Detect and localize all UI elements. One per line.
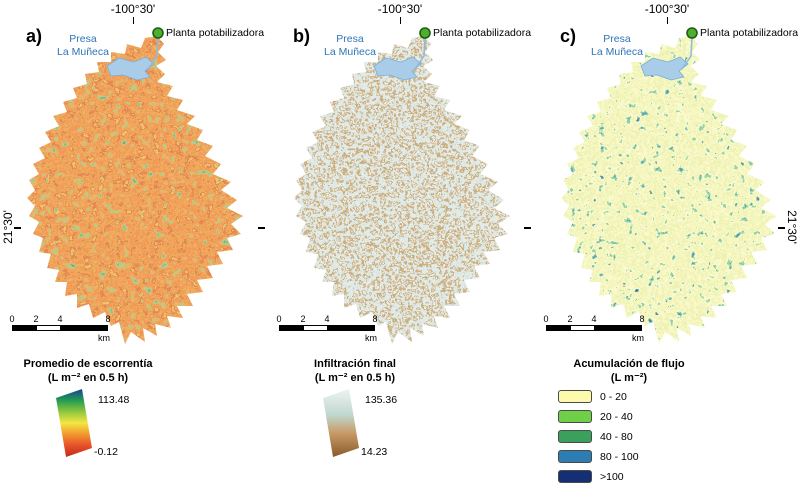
- reservoir-lake-icon: [106, 56, 155, 81]
- panel-letter: c): [560, 26, 577, 46]
- ramp-swatch: [323, 389, 359, 457]
- legend-title: Acumulación de flujo: [573, 358, 685, 370]
- scalebar-unit: km: [632, 333, 644, 343]
- water-plant-marker-icon: [152, 27, 164, 39]
- legend-gradient-ramp: 135.36 14.23: [323, 389, 397, 458]
- legend-subtitle: (L m⁻² en 0.5 h): [47, 372, 129, 384]
- legend-subtitle: (L m⁻² en 0.5 h): [314, 372, 396, 384]
- scalebar-tick-label: 2: [300, 314, 306, 324]
- latitude-tick: [14, 227, 21, 229]
- legend-max-value: 113.48: [98, 394, 129, 406]
- reservoir-label: Presa La Muñeca: [317, 33, 383, 58]
- water-plant-label: Planta potabilizadora: [700, 27, 799, 39]
- longitude-label: -100°30': [377, 2, 423, 16]
- panel-b: -100°30' b) Presa La Muñeca Planta potab…: [267, 0, 533, 489]
- scalebar-segment: [327, 326, 374, 330]
- legend-class-swatch: [558, 430, 592, 443]
- legend-title: Promedio de escorrentía: [23, 358, 153, 370]
- legend-class-swatch: [558, 470, 592, 483]
- stream-line: [414, 37, 426, 70]
- legend-title: Infiltración final: [314, 358, 396, 370]
- scalebar-tick-label: 0: [276, 314, 282, 324]
- latitude-tick: [524, 227, 531, 229]
- longitude-label: -100°30': [644, 2, 690, 16]
- legend-min-value: -0.12: [94, 446, 118, 458]
- reservoir-label-line1: Presa: [69, 33, 97, 45]
- legend-class-item: 40 - 80: [558, 430, 718, 445]
- legend-class-swatch: [558, 450, 592, 463]
- water-plant-marker-icon: [419, 27, 431, 39]
- legend-class-label: >100: [600, 471, 624, 483]
- stream-line: [681, 37, 693, 70]
- legend-class-label: 80 - 100: [600, 451, 639, 463]
- legend-class-item: 20 - 40: [558, 410, 718, 425]
- latitude-label-right: 21°30': [785, 210, 799, 244]
- scalebar-unit: km: [365, 333, 377, 343]
- scalebar-segment: [594, 326, 641, 330]
- scalebar-tick-label: 2: [33, 314, 39, 324]
- panel-letter: a): [26, 26, 43, 46]
- maps-canvas: [27, 27, 777, 344]
- ramp-swatch: [56, 389, 92, 457]
- latitude-tick: [778, 227, 785, 229]
- scalebar-bar: [546, 325, 642, 331]
- legend-class-label: 0 - 20: [600, 391, 627, 403]
- latitude-label-left: 21°30': [1, 210, 15, 244]
- scalebar-tick-label: 8: [372, 314, 378, 324]
- scalebar-bar: [279, 325, 375, 331]
- legend-class-label: 20 - 40: [600, 411, 633, 423]
- scalebar-segment: [547, 326, 571, 330]
- reservoir-label-line1: Presa: [336, 33, 364, 45]
- scalebar: 0 2 4 8 km: [9, 314, 140, 346]
- longitude-label: -100°30': [110, 2, 156, 16]
- panel-a: -100°30' a) Presa La Muñeca Planta potab…: [0, 0, 266, 489]
- scalebar-segment: [303, 326, 327, 330]
- legend-max-value: 135.36: [365, 394, 397, 406]
- longitude-tick: [667, 17, 668, 24]
- water-plant-marker-icon: [686, 27, 698, 39]
- scalebar-unit: km: [98, 333, 110, 343]
- longitude-tick: [133, 17, 134, 24]
- scalebar-tick-label: 4: [591, 314, 597, 324]
- scalebar: 0 2 4 8 km: [543, 314, 674, 346]
- legend-class-swatch: [558, 410, 592, 423]
- legend-class-label: 40 - 80: [600, 431, 633, 443]
- scalebar-segment: [36, 326, 60, 330]
- legend-class-item: 80 - 100: [558, 450, 718, 465]
- reservoir-label-line2: La Muñeca: [57, 45, 109, 58]
- stream-line: [147, 37, 159, 70]
- latitude-tick: [258, 227, 265, 229]
- reservoir-label-line1: Presa: [603, 33, 631, 45]
- reservoir-label-line2: La Muñeca: [591, 45, 643, 58]
- scalebar-tick-label: 0: [9, 314, 15, 324]
- scalebar-tick-label: 4: [57, 314, 63, 324]
- scalebar-tick-label: 8: [639, 314, 645, 324]
- scalebar-tick-label: 0: [543, 314, 549, 324]
- scalebar-tick-label: 2: [567, 314, 573, 324]
- legend-gradient-ramp: 113.48 -0.12: [56, 389, 129, 458]
- legend-class-item: 0 - 20: [558, 390, 718, 405]
- legend-class-swatch: [558, 390, 592, 403]
- scalebar-segment: [280, 326, 304, 330]
- scalebar: 0 2 4 8 km: [276, 314, 407, 346]
- scalebar-tick-label: 4: [324, 314, 330, 324]
- reservoir-lake-icon: [373, 56, 422, 81]
- scalebar-segment: [570, 326, 594, 330]
- scalebar-tick-label: 8: [105, 314, 111, 324]
- legend-subtitle: (L m⁻²): [610, 372, 648, 384]
- scalebar-segment: [60, 326, 107, 330]
- scalebar-bar: [12, 325, 108, 331]
- reservoir-label: Presa La Muñeca: [50, 33, 116, 58]
- longitude-tick: [400, 17, 401, 24]
- panel-letter: b): [293, 26, 310, 46]
- scalebar-segment: [13, 326, 37, 330]
- water-plant-label: Planta potabilizadora: [166, 27, 265, 39]
- legend-min-value: 14.23: [361, 446, 387, 458]
- legend-class-item: >100: [558, 470, 718, 485]
- reservoir-label: Presa La Muñeca: [584, 33, 650, 58]
- panel-c: -100°30' c) Presa La Muñeca Planta potab…: [534, 0, 800, 489]
- reservoir-label-line2: La Muñeca: [324, 45, 376, 58]
- reservoir-lake-icon: [640, 56, 689, 81]
- water-plant-label: Planta potabilizadora: [433, 27, 532, 39]
